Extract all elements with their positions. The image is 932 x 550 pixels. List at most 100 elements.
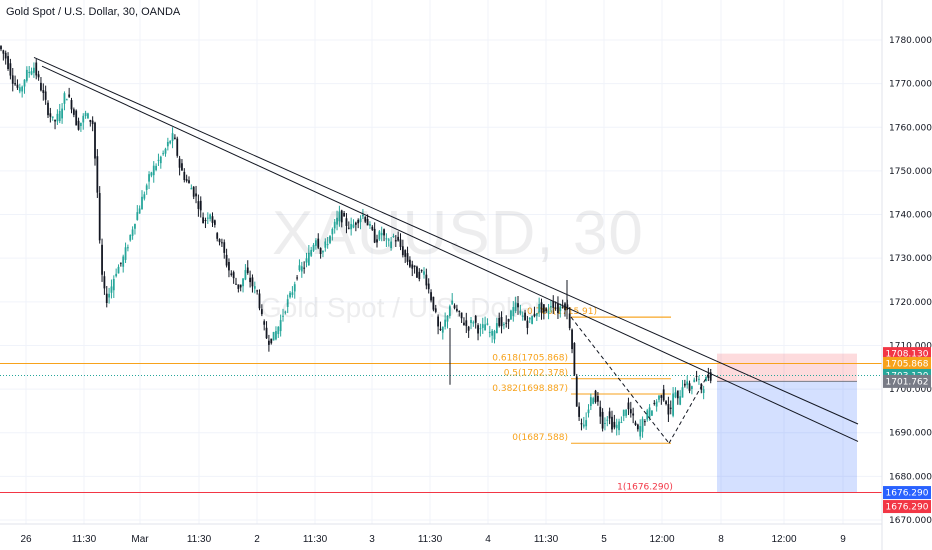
- candle-body: [434, 308, 437, 312]
- candle-body: [152, 165, 155, 176]
- candle-body: [249, 277, 251, 283]
- candle-body: [486, 323, 489, 325]
- candle-body: [535, 313, 538, 316]
- candle-body: [25, 69, 28, 81]
- candle-body: [470, 320, 472, 323]
- candle-body: [347, 227, 350, 229]
- candle-body: [707, 375, 710, 379]
- candle-body: [709, 372, 712, 381]
- candle-body: [557, 303, 559, 314]
- y-tick-label: 1780.000: [889, 36, 932, 46]
- candle-body: [488, 331, 491, 333]
- candle-body: [235, 283, 237, 285]
- candle-body: [683, 383, 686, 386]
- candle-body: [11, 75, 14, 84]
- candle-body: [0, 46, 2, 50]
- candle-body: [265, 327, 268, 339]
- candle-body: [554, 307, 557, 309]
- candle-body: [406, 253, 409, 262]
- candle-body: [82, 115, 85, 123]
- candle-body: [660, 395, 663, 398]
- candle-body: [446, 315, 449, 322]
- candle-body: [96, 156, 99, 193]
- x-tick-label: Mar: [131, 534, 149, 545]
- candle-body: [282, 315, 284, 317]
- candle-body: [218, 239, 221, 243]
- candle-body: [691, 386, 693, 390]
- y-tick-label: 1670.000: [889, 516, 932, 526]
- price-tag-text: 1701.762: [886, 377, 929, 387]
- target-zone: [717, 381, 857, 493]
- candle-body: [275, 331, 277, 340]
- candle-body: [277, 326, 280, 335]
- candle-body: [641, 418, 644, 432]
- candle-body: [70, 100, 73, 110]
- candle-body: [568, 313, 571, 329]
- candle-body: [655, 401, 658, 407]
- candle-body: [47, 102, 49, 116]
- candle-body: [634, 422, 637, 426]
- candle-body: [188, 180, 190, 183]
- candle-body: [112, 278, 115, 291]
- candle-body: [467, 326, 470, 331]
- candle-body: [608, 411, 611, 419]
- candle-body: [481, 324, 484, 328]
- candle-body: [206, 217, 209, 219]
- candle-body: [479, 328, 482, 330]
- candle-body: [176, 138, 179, 156]
- candle-body: [495, 323, 498, 334]
- candle-body: [256, 290, 259, 292]
- candle-body: [268, 340, 270, 345]
- candle-body: [589, 397, 592, 407]
- candle-body: [307, 252, 310, 266]
- candle-body: [613, 421, 616, 428]
- y-tick-label: 1770.000: [889, 80, 932, 90]
- candle-body: [378, 231, 381, 240]
- candle-body: [89, 120, 92, 122]
- candle-body: [303, 267, 306, 269]
- candle-body: [7, 56, 9, 69]
- candle-body: [138, 208, 141, 214]
- candle-body: [418, 271, 421, 279]
- candle-body: [369, 224, 371, 226]
- candle-body: [587, 409, 590, 414]
- price-tag-bg: [883, 500, 931, 514]
- candle-body: [392, 235, 395, 237]
- candle-body: [693, 379, 696, 383]
- y-tick-label: 1760.000: [889, 123, 932, 133]
- candle-body: [599, 406, 602, 417]
- x-tick-label: 8: [718, 534, 724, 545]
- candle-body: [58, 111, 61, 122]
- candle-body: [653, 402, 656, 404]
- candle-body: [500, 316, 503, 327]
- candle-body: [451, 300, 454, 305]
- candle-body: [373, 228, 376, 243]
- candle-body: [326, 244, 329, 246]
- candle-body: [143, 194, 146, 199]
- y-tick-label: 1730.000: [889, 254, 932, 264]
- y-tick-label: 1720.000: [889, 298, 932, 308]
- candle-body: [298, 265, 301, 271]
- y-tick-label: 1680.000: [889, 472, 932, 482]
- candle-body: [352, 224, 355, 228]
- candle-body: [84, 112, 87, 117]
- price-tag-text: 1708.130: [886, 350, 929, 360]
- candle-body: [578, 406, 580, 417]
- candle-body: [629, 409, 632, 414]
- candle-body: [108, 293, 110, 298]
- candle-body: [580, 423, 583, 425]
- candle-body: [33, 67, 35, 73]
- candle-body: [183, 171, 186, 180]
- candle-body: [606, 419, 609, 421]
- fib-label: 1(1676.290): [617, 483, 673, 493]
- candle-body: [460, 312, 463, 319]
- x-tick-label: 5: [601, 534, 607, 545]
- candle-body: [286, 299, 289, 308]
- candle-body: [4, 52, 7, 59]
- candle-body: [472, 322, 475, 324]
- candle-body: [322, 250, 324, 253]
- watermark-name: Gold Spot / U.S. Dollar: [260, 292, 544, 323]
- fib-anchor-line: [570, 316, 670, 444]
- candle-body: [131, 229, 134, 236]
